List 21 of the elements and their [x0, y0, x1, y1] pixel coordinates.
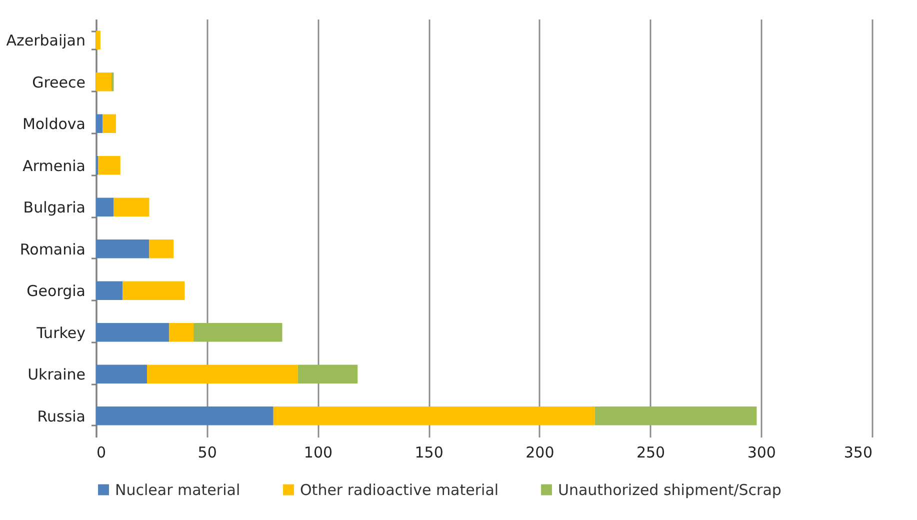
x-tick-label: 250	[636, 444, 666, 462]
x-tick-label: 150	[414, 444, 444, 462]
y-tick-label: Greece	[32, 73, 86, 92]
x-tick-label: 300	[747, 444, 776, 462]
y-tick-label: Romania	[20, 240, 86, 258]
y-tick-label: Bulgaria	[23, 198, 86, 217]
x-tick-label: 200	[526, 444, 554, 462]
x-tick-label: 50	[198, 444, 217, 462]
y-tick-label: Ukraine	[28, 366, 86, 384]
y-tick-label: Turkey	[36, 324, 86, 342]
y-tick-label: Armenia	[22, 156, 86, 175]
x-tick-label: 350	[844, 444, 872, 462]
x-tick-label: 0	[96, 444, 106, 462]
legend-label: Unauthorized shipment/Scrap	[558, 480, 782, 499]
legend-label: Other radioactive material	[300, 480, 499, 499]
y-tick-label: Moldova	[22, 115, 86, 134]
y-tick-label: Russia	[37, 407, 86, 426]
y-tick-label: Azerbaijan	[6, 32, 86, 50]
legend-label: Nuclear material	[115, 480, 240, 499]
y-tick-label: Georgia	[26, 282, 86, 300]
x-tick-label: 100	[304, 444, 333, 462]
